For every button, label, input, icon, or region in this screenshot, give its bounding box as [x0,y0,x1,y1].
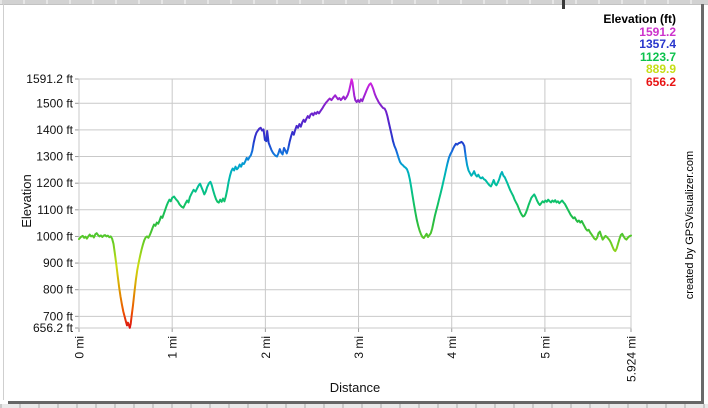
x-tick-label: 2 mi [259,336,273,359]
x-tick-label: 5.924 mi [625,336,639,382]
left-border [3,4,4,400]
x-tick-label: 1 mi [166,336,180,359]
x-tick-label: 5 mi [538,336,552,359]
y-tick-label: 1200 ft [36,176,73,190]
y-tick-label: 800 ft [43,283,74,297]
watermark-credit: created by GPSVisualizer.com [684,150,696,300]
legend: Elevation (ft) 1591.2 1357.4 1123.7 889.9 65… [603,13,676,88]
legend-entry: 1591.2 [639,24,676,39]
top-edge-artifact-strip [0,0,708,5]
bottom-edge-artifact-strip [0,404,708,408]
y-tick-label: 1300 ft [36,150,73,164]
elevation-line [78,78,632,329]
plot-border [78,78,632,329]
legend-entry: 889.9 [645,62,676,76]
y-tick-label: 656.2 ft [33,321,74,335]
legend-entry: 1123.7 [639,49,676,64]
y-tick-label: 1591.2 ft [26,72,73,86]
legend-entry: 656.2 [645,74,676,89]
y-tick-label: 900 ft [43,256,74,270]
y-tick-label: 700 ft [43,309,74,323]
bottom-border [8,401,703,404]
legend-title: Elevation (ft) [603,12,676,26]
x-tick-label: 0 mi [73,336,87,359]
x-axis-title: Distance [329,380,381,395]
right-border [701,4,704,404]
x-tick-label: 3 mi [352,336,366,359]
legend-entry: 1357.4 [639,37,676,51]
x-tick-label: 4 mi [445,336,459,359]
top-edge-artifact-mark [562,0,565,9]
y-tick-label: 1100 ft [37,203,73,217]
y-tick-label: 1000 ft [36,229,73,243]
y-tick-label: 1500 ft [36,96,73,110]
y-axis-title: Elevation [19,174,34,228]
y-tick-label: 1400 ft [36,123,73,137]
legend-entries: 1591.2 1357.4 1123.7 889.9 656.2 [603,24,676,89]
